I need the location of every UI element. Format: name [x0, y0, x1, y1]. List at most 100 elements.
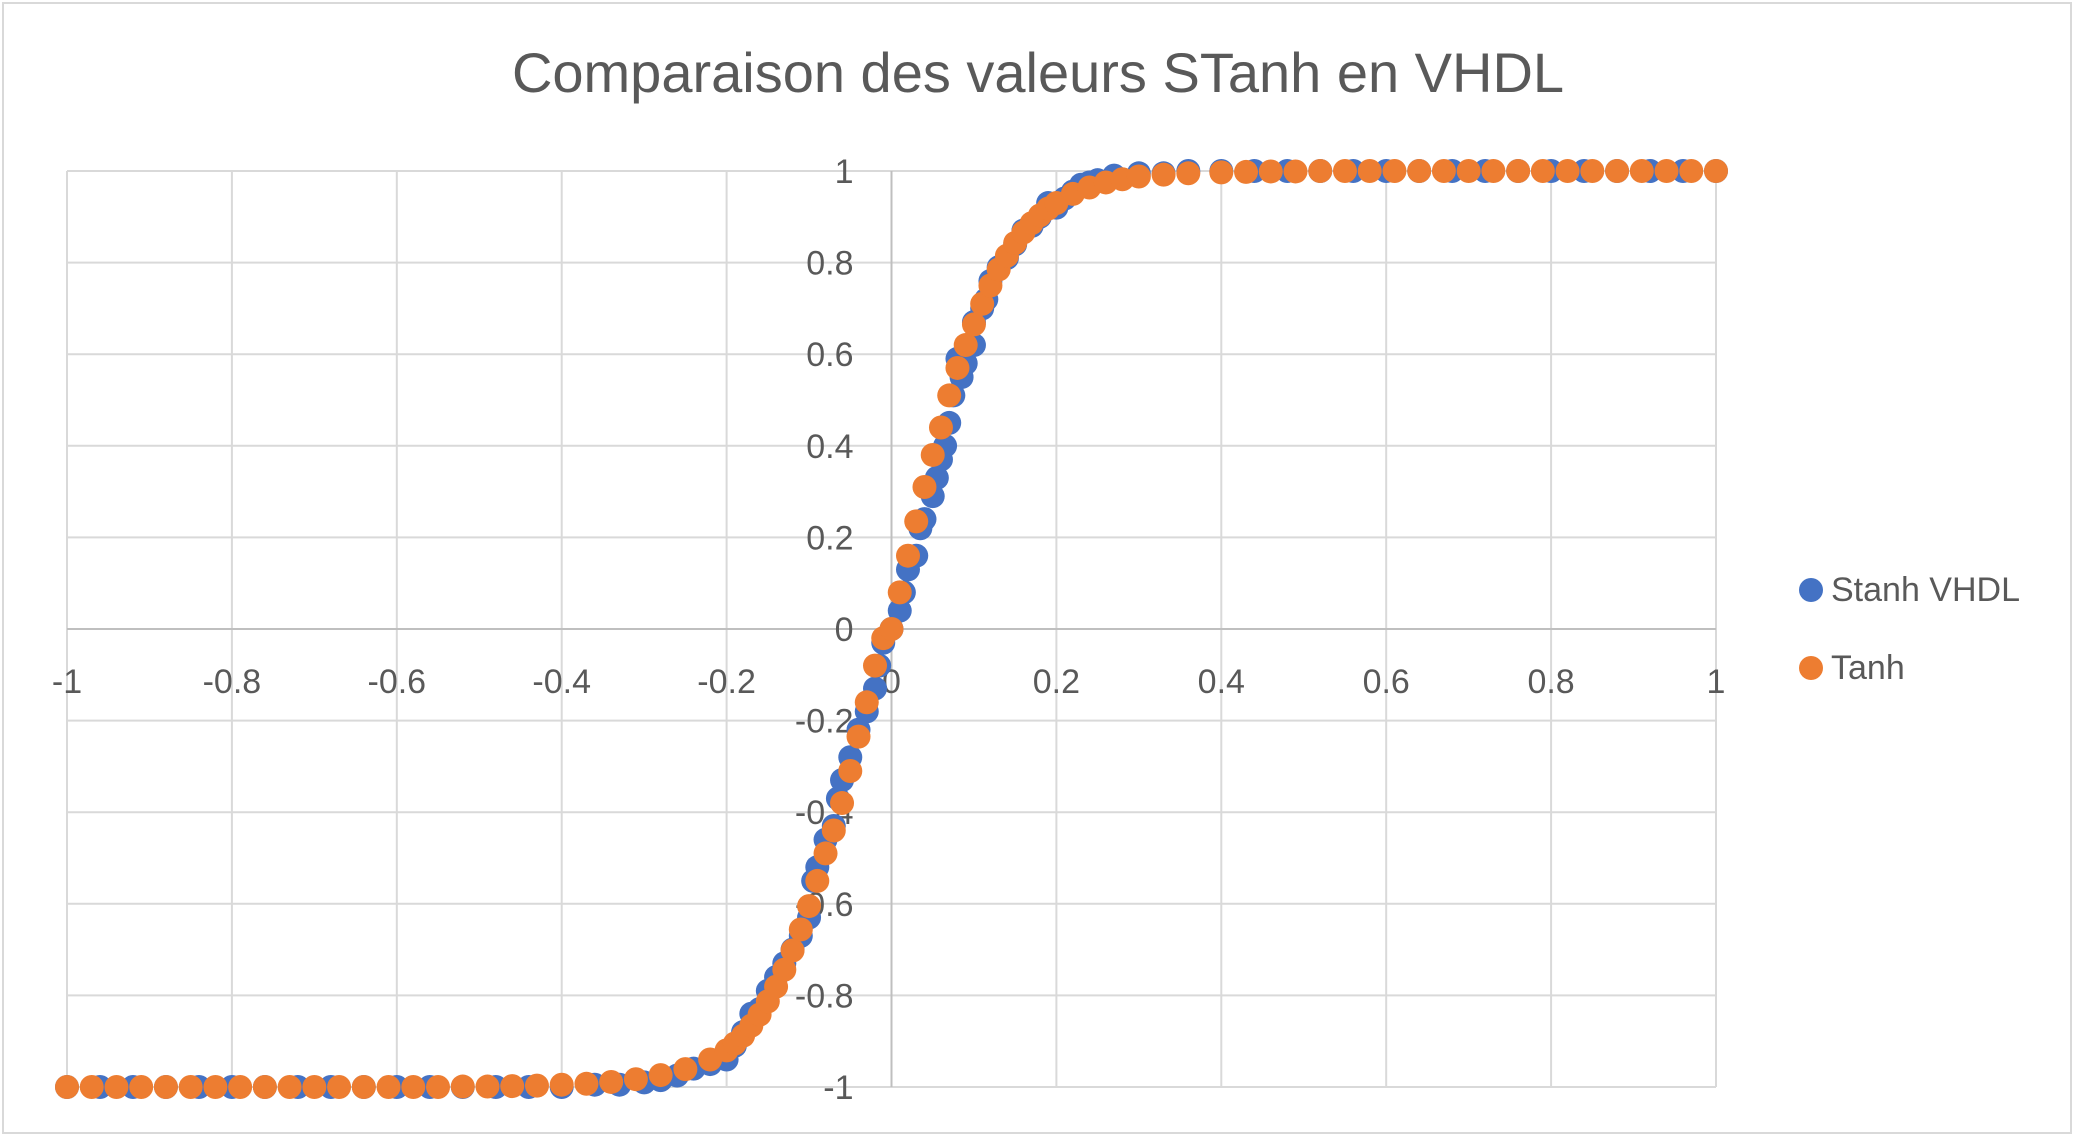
data-point	[854, 690, 879, 715]
data-point	[953, 333, 978, 358]
data-point	[500, 1074, 525, 1099]
data-point	[376, 1075, 401, 1099]
data-point	[327, 1075, 352, 1099]
legend-label-tanh: Tanh	[1831, 649, 1905, 687]
y-tick-label: 1	[835, 153, 854, 191]
x-tick-label: -0.8	[203, 663, 262, 701]
data-point	[1506, 159, 1531, 183]
data-point	[772, 957, 797, 982]
data-point	[673, 1057, 698, 1082]
data-point	[788, 917, 813, 942]
data-point	[524, 1073, 549, 1098]
data-point	[1431, 159, 1456, 183]
data-point	[945, 355, 970, 380]
y-tick-label: -1	[823, 1069, 853, 1107]
data-point	[830, 791, 855, 816]
data-point	[129, 1075, 154, 1099]
data-point	[1605, 159, 1630, 183]
data-point	[574, 1071, 599, 1096]
data-point	[1357, 159, 1382, 183]
data-point	[1283, 159, 1308, 184]
data-point	[887, 598, 912, 623]
data-point	[1308, 159, 1333, 183]
y-tick-label: -0.8	[795, 977, 854, 1015]
legend-marker-stanh-vhdl	[1799, 578, 1823, 602]
data-point	[1209, 160, 1234, 185]
data-point	[1481, 159, 1506, 183]
data-point	[1530, 159, 1555, 183]
data-point	[895, 543, 920, 568]
data-point	[277, 1075, 302, 1099]
data-point	[450, 1074, 475, 1099]
y-tick-label: 0.4	[806, 428, 853, 466]
x-tick-label: -0.4	[532, 663, 591, 701]
chart-title: Comparaison des valeurs STanh en VHDL	[512, 41, 1564, 104]
data-point	[648, 1063, 673, 1088]
data-point	[549, 1072, 574, 1097]
data-point	[351, 1075, 376, 1099]
data-point	[970, 291, 995, 316]
data-point	[1407, 159, 1432, 183]
data-point	[1382, 159, 1407, 183]
data-point	[912, 475, 937, 500]
series-1	[55, 159, 1728, 1099]
x-tick-label: -1	[52, 663, 82, 701]
data-point	[863, 653, 888, 678]
data-point	[805, 868, 830, 893]
x-tick-label: 0.2	[1033, 663, 1080, 701]
data-series	[55, 159, 1728, 1099]
data-point	[928, 415, 953, 440]
data-point	[1654, 159, 1679, 183]
data-point	[153, 1075, 178, 1099]
x-tick-label: -0.2	[697, 663, 756, 701]
x-tick-label: 0.6	[1363, 663, 1410, 701]
data-point	[599, 1069, 624, 1094]
data-point	[252, 1075, 277, 1099]
y-tick-label: 0.2	[806, 519, 853, 557]
tick-labels: -1 -0.8 -0.6 -0.4 -0.2 0 0.2 0.4 0.6 0.8 1 1 0.8 0.6 0…	[52, 153, 1726, 1107]
legend-item-tanh: Tanh	[1799, 649, 1905, 687]
data-point	[838, 758, 863, 783]
x-tick-label: 1	[1707, 663, 1726, 701]
data-point	[401, 1075, 426, 1099]
data-point	[426, 1075, 451, 1099]
data-point	[961, 312, 986, 337]
data-point	[228, 1075, 253, 1099]
data-point	[813, 841, 838, 866]
data-point	[1456, 159, 1481, 183]
x-tick-label: 0.4	[1198, 663, 1245, 701]
legend: Stanh VHDL Tanh	[1799, 571, 2020, 687]
data-point	[1629, 159, 1654, 183]
data-point	[104, 1075, 129, 1099]
y-tick-label: 0.8	[806, 245, 853, 283]
data-point	[887, 580, 912, 605]
data-point	[1234, 159, 1259, 184]
data-point	[846, 724, 871, 749]
data-point	[879, 617, 904, 641]
data-point	[79, 1075, 104, 1099]
data-point	[1679, 159, 1704, 183]
data-point	[302, 1075, 327, 1099]
data-point	[937, 383, 962, 408]
data-point	[1704, 159, 1728, 183]
legend-item-stanh-vhdl: Stanh VHDL	[1799, 571, 2020, 609]
data-point	[1151, 162, 1176, 187]
data-point	[55, 1075, 79, 1099]
data-point	[203, 1075, 228, 1099]
data-point	[904, 509, 929, 534]
data-point	[821, 818, 846, 843]
data-point	[623, 1067, 648, 1092]
data-point	[1555, 159, 1580, 183]
data-point	[1126, 164, 1151, 189]
data-point	[780, 938, 805, 963]
data-point	[178, 1075, 203, 1099]
data-point	[1580, 159, 1605, 183]
x-tick-label: -0.6	[368, 663, 427, 701]
data-point	[1176, 161, 1201, 186]
data-point	[475, 1074, 500, 1099]
data-point	[797, 894, 822, 919]
data-point	[920, 442, 945, 467]
y-tick-label: 0	[835, 611, 854, 649]
